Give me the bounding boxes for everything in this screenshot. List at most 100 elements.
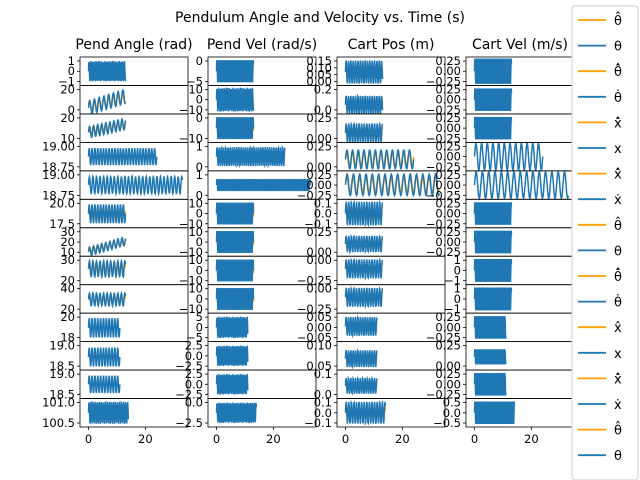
y-tick-label: 0 — [454, 263, 461, 277]
y-tick-label: 10 — [188, 82, 203, 96]
panel-r9-c2: 0.050.00−0.05 — [297, 310, 446, 345]
y-tick-label: 0.0 — [185, 377, 203, 391]
series-measured-r4-c0 — [87, 173, 184, 197]
panel-r8-c3: 10−1 — [444, 282, 575, 316]
column-title-2: Cart Pos (m) — [348, 37, 435, 53]
legend-entry-17: θ — [578, 449, 622, 464]
y-tick-label: 19.00 — [42, 168, 75, 182]
y-tick-label: 5 — [196, 310, 203, 324]
chart-title: Pendulum Angle and Velocity vs. Time (s) — [175, 10, 465, 26]
y-tick-label: −10 — [179, 103, 203, 117]
y-tick-label: 2.5 — [185, 339, 203, 353]
y-tick-label: −0.5 — [433, 416, 461, 430]
y-tick-label: 0.00 — [306, 131, 332, 145]
series-measured-r3-c0 — [87, 147, 158, 166]
panel-r0-c1: 0−5 — [186, 54, 317, 88]
legend-label: x̂̇ — [614, 116, 622, 131]
series-measured-r0-c0 — [87, 60, 127, 82]
y-tick-label: 101.0 — [42, 396, 75, 410]
y-tick-label: 17.5 — [49, 217, 75, 231]
y-tick-label: 0.25 — [435, 339, 461, 353]
y-tick-label: 0.25 — [435, 139, 461, 153]
legend-entry-15: ẋ — [578, 398, 622, 413]
panel-r8-c1: 100−10 — [179, 282, 317, 316]
panel-r2-c3: 0.250.00−0.25 — [426, 111, 575, 145]
series-measured-r9-c0 — [87, 317, 121, 338]
legend-label: x̂̇ — [614, 372, 622, 387]
panel-r7-c1: 100−10 — [179, 253, 317, 288]
series-measured-r0-c2 — [344, 60, 384, 84]
panel-r0-c2: 0.150.100.050.00 — [306, 54, 446, 88]
y-tick-label: 0.0 — [314, 406, 332, 420]
series-measured-r11-c0 — [87, 375, 121, 394]
y-tick-label: 0.00 — [435, 64, 461, 78]
series-measured-r12-c2 — [344, 399, 387, 427]
y-tick-label: −2.5 — [175, 416, 203, 430]
y-tick-label: 0.05 — [306, 310, 332, 324]
y-tick-label: −0.25 — [426, 103, 461, 117]
y-tick-label: 0.25 — [306, 225, 332, 239]
y-tick-label: 20 — [60, 82, 75, 96]
series-measured-r1-c0 — [87, 88, 127, 114]
panel-r10-c3: 0.25 0.00 — [435, 339, 575, 373]
legend-label: θ̂ — [614, 216, 622, 233]
panel-r3-c0: 19.00 18.75 — [42, 139, 189, 174]
legend-entry-13: x — [578, 347, 622, 362]
series-measured-r3-c2 — [344, 149, 415, 170]
series-measured-r6-c1 — [215, 230, 255, 254]
series-measured-r2-c1 — [215, 117, 255, 140]
series-measured-r7-c3 — [473, 258, 513, 282]
y-tick-label: 0.10 — [306, 339, 332, 353]
y-tick-label: −2.5 — [175, 359, 203, 373]
y-tick-label: 19.0 — [49, 367, 75, 381]
y-tick-label: 19.00 — [42, 139, 75, 153]
legend-entry-2: θ̂̇ — [578, 63, 622, 80]
legend-entry-4: x̂̇ — [578, 116, 622, 131]
panel-r12-c3: 0.50.0−0.5 0 20 — [433, 396, 575, 446]
panel-r5-c0: 20.0 17.5 — [49, 196, 189, 231]
series-measured-r8-c0 — [87, 290, 127, 309]
y-tick-label: 0 — [196, 292, 203, 306]
legend-entry-11: θ̇ — [578, 294, 622, 311]
panel-r4-c2: 0.250.00−0.25 — [297, 168, 446, 202]
y-tick-label: 18.5 — [49, 359, 75, 373]
y-tick-label: 0 — [196, 320, 203, 334]
y-tick-label: 0.25 — [435, 225, 461, 239]
panel-r1-c3: 0.250.00−0.25 — [426, 82, 575, 117]
panel-r1-c0: 20 0 — [60, 82, 189, 117]
y-tick-label: 0.25 — [306, 168, 332, 182]
y-tick-label: 0 — [68, 64, 75, 78]
series-measured-r11-c3 — [473, 372, 507, 396]
series-measured-r8-c3 — [473, 287, 513, 311]
panel-r11-c1: 2.50.0−2.5 — [175, 367, 317, 402]
y-tick-label: −5 — [186, 331, 203, 345]
legend-label: x — [614, 142, 622, 157]
series-measured-r4-c3 — [473, 170, 570, 200]
x-tick-label: 0 — [213, 432, 220, 446]
y-tick-label: 0.00 — [306, 160, 332, 174]
legend-entry-10: θ̂̇ — [578, 268, 622, 285]
y-tick-label: −2.5 — [175, 388, 203, 402]
series-measured-r11-c1 — [215, 373, 249, 396]
y-tick-label: 18.5 — [49, 388, 75, 402]
y-tick-label: 1 — [68, 54, 75, 68]
legend-label: θ — [614, 40, 622, 55]
panel-r1-c1: 100−10 — [179, 82, 317, 117]
legend-label: θ̂ — [614, 421, 622, 438]
legend-label: x̂̇ — [614, 168, 622, 183]
legend-label: θ̂̇ — [614, 63, 622, 80]
y-tick-label: −0.1 — [304, 416, 332, 430]
series-measured-r12-c3 — [473, 401, 516, 425]
y-tick-label: 0.25 — [435, 54, 461, 68]
panel-r5-c1: 100−10 — [179, 196, 317, 231]
y-tick-label: 0.15 — [306, 54, 332, 68]
y-tick-label: 20 — [60, 111, 75, 125]
column-title-1: Pend Vel (rad/s) — [207, 37, 317, 53]
y-tick-label: −0.25 — [426, 160, 461, 174]
y-tick-label: −0.25 — [297, 188, 332, 202]
y-tick-label: −0.25 — [426, 245, 461, 259]
y-tick-label: 0.5 — [443, 396, 461, 410]
y-tick-label: 0.0 — [185, 396, 203, 410]
panel-r12-c2: 0.10.0−0.1 0 20 — [304, 396, 446, 446]
